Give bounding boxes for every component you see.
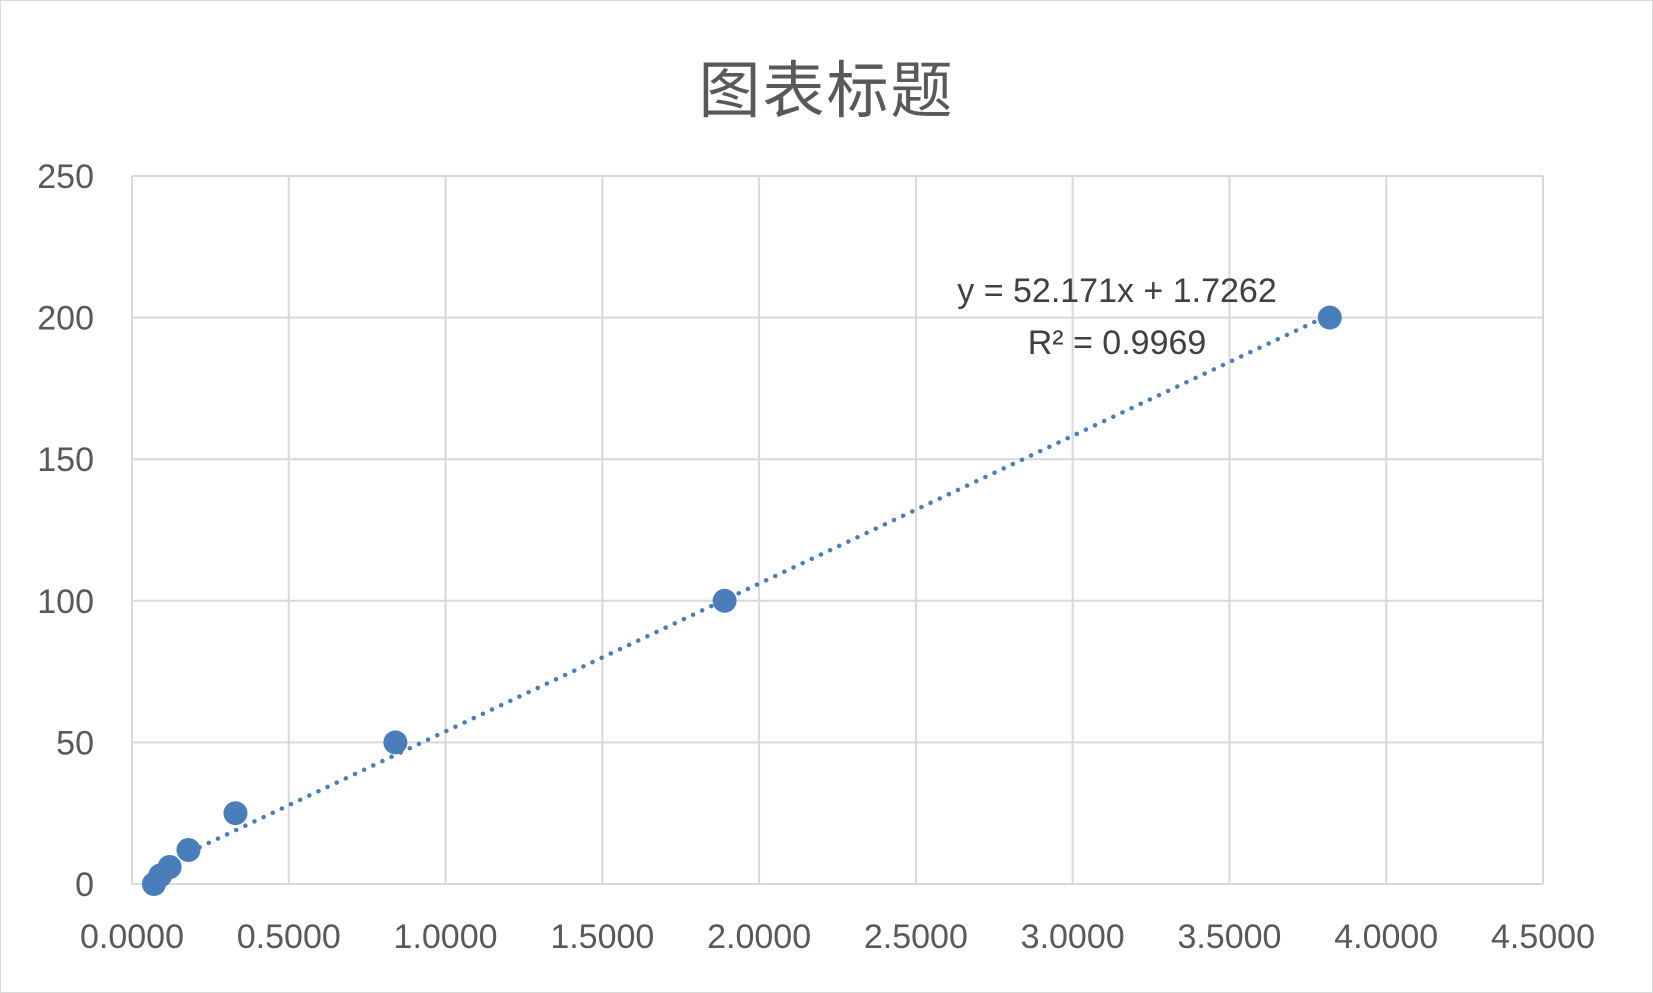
data-point xyxy=(383,730,408,755)
y-axis-ticks: 0 50 100 150 200 250 xyxy=(37,158,94,904)
x-tick-label: 3.5000 xyxy=(1177,918,1281,956)
x-tick-label: 1.0000 xyxy=(394,918,498,956)
trendline-r2: R² = 0.9969 xyxy=(1028,324,1207,362)
grid-lines xyxy=(131,175,1544,885)
x-tick-label: 0.5000 xyxy=(237,918,341,956)
chart-title: 图表标题 xyxy=(698,54,955,127)
y-tick-label: 0 xyxy=(75,866,94,904)
x-tick-label: 4.0000 xyxy=(1334,918,1438,956)
trendline-group xyxy=(151,312,1333,872)
x-axis-ticks: 0.0000 0.5000 1.0000 1.5000 2.0000 2.5000 3.00… xyxy=(80,918,1595,956)
x-tick-label: 3.0000 xyxy=(1021,918,1125,956)
data-point xyxy=(223,801,248,826)
y-tick-label: 50 xyxy=(56,724,94,762)
trendline xyxy=(151,312,1333,872)
data-points xyxy=(141,305,1342,896)
x-tick-label: 1.5000 xyxy=(550,918,654,956)
y-tick-label: 200 xyxy=(37,300,94,338)
data-point xyxy=(1317,305,1342,330)
data-point xyxy=(176,838,201,863)
data-point xyxy=(712,588,737,613)
x-tick-label: 0.0000 xyxy=(80,918,184,956)
x-tick-label: 4.5000 xyxy=(1491,918,1595,956)
data-point xyxy=(157,855,182,880)
x-tick-label: 2.5000 xyxy=(864,918,968,956)
x-tick-label: 2.0000 xyxy=(707,918,811,956)
y-tick-label: 100 xyxy=(37,583,94,621)
y-tick-label: 250 xyxy=(37,158,94,196)
trendline-equation: y = 52.171x + 1.7262 xyxy=(957,272,1276,310)
y-tick-label: 150 xyxy=(37,441,94,479)
